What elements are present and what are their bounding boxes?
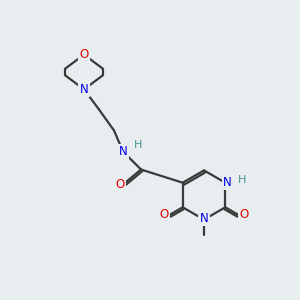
Text: N: N [118, 145, 127, 158]
Text: N: N [80, 83, 88, 96]
Text: O: O [240, 208, 249, 221]
Text: O: O [80, 48, 88, 61]
Text: H: H [238, 175, 246, 185]
Text: H: H [134, 140, 142, 150]
Text: N: N [223, 176, 232, 189]
Text: N: N [200, 212, 208, 225]
Text: O: O [116, 178, 124, 191]
Text: O: O [159, 208, 168, 221]
